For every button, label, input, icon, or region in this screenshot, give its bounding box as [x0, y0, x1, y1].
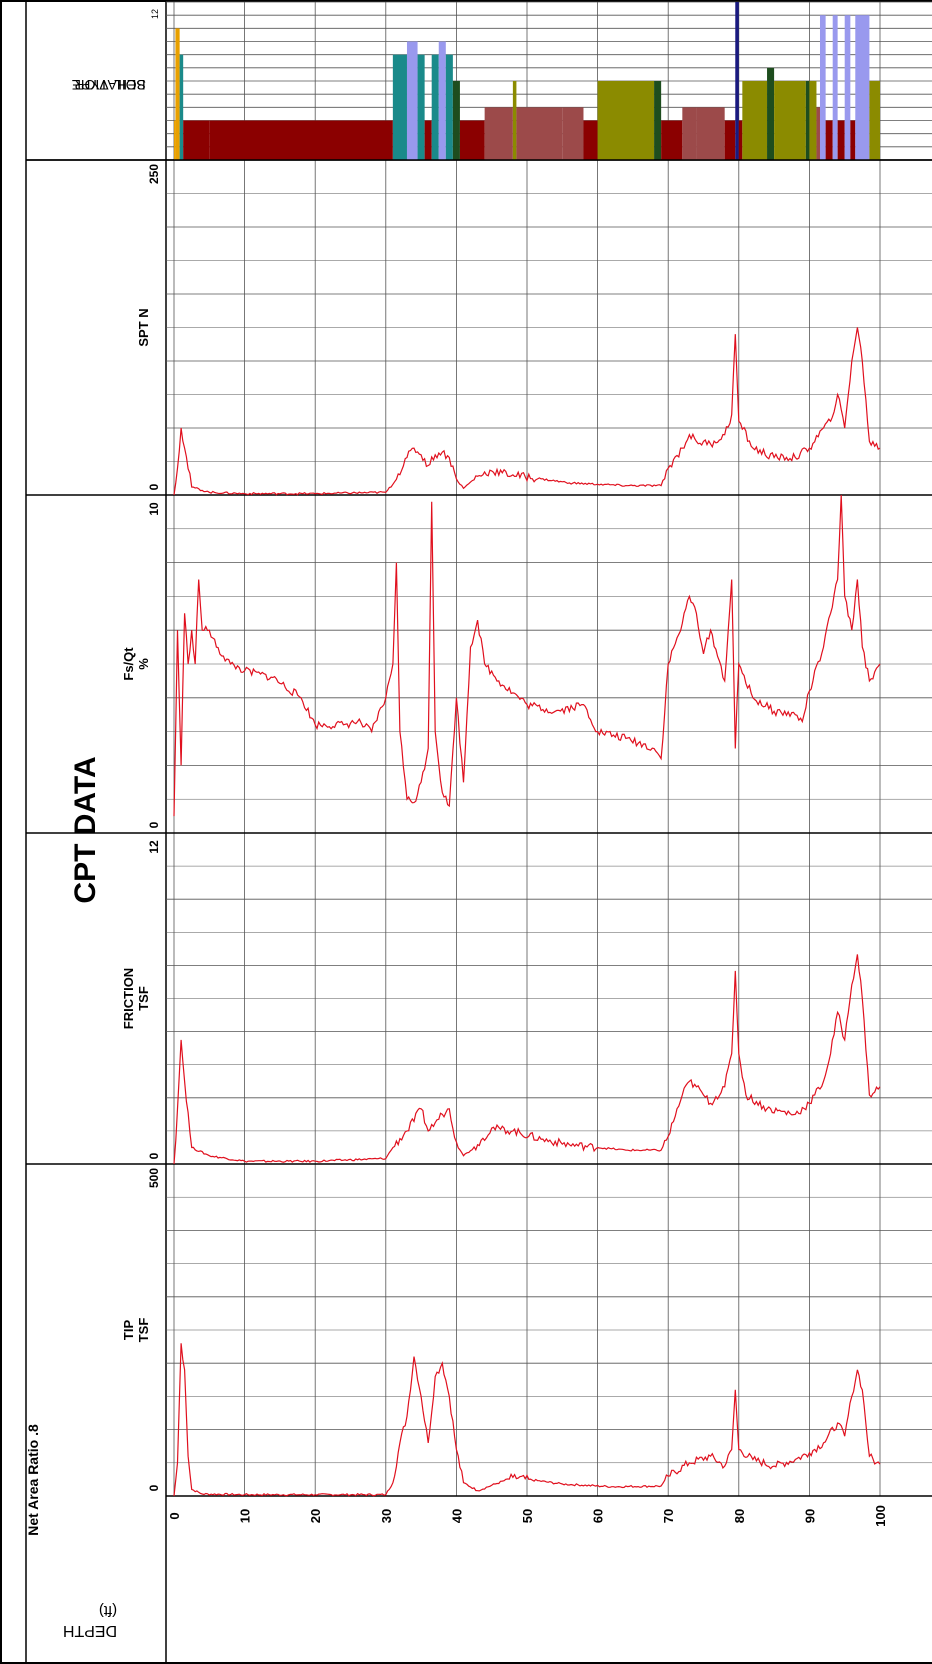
depth-tick-label-20: 20 [308, 1509, 323, 1523]
soil-zone-bar [696, 107, 725, 160]
soil-zone-bar [583, 120, 598, 160]
soil-zone-bar [816, 107, 820, 160]
soil-zone-bar [869, 81, 880, 160]
depth-tick-label-60: 60 [591, 1509, 606, 1523]
depth-tick-label-30: 30 [379, 1509, 394, 1523]
panel-friction: FRICTION TSF 0 12 [26, 832, 932, 1165]
panel-label-line: TIP [121, 1320, 136, 1341]
panel-label-line: SPT N [136, 308, 151, 346]
data-series-fs-qt [173, 494, 881, 817]
soil-zone-bar [562, 107, 584, 160]
data-series-spt-n [173, 327, 881, 496]
soil-zone-bar [209, 120, 393, 160]
soil-zone-bar [516, 107, 563, 160]
soil-zone-bar [819, 15, 826, 160]
soil-zone-bar [597, 81, 655, 160]
soil-zone-bar [424, 120, 432, 160]
soil-zone-bar [767, 67, 775, 160]
depth-tick-label-50: 50 [520, 1509, 535, 1523]
depth-tick-label-0: 0 [167, 1512, 182, 1519]
panel-label-line: % [136, 658, 151, 670]
soil-zone-bar [183, 120, 210, 160]
soil-zone-bar [805, 81, 810, 160]
soil-zone-bar [738, 120, 743, 160]
data-series-tip [173, 1343, 881, 1497]
panel-label-line: Fs/Qt [121, 647, 136, 681]
soil-zone-bar [452, 81, 460, 160]
scale-max-label: 500 [147, 1168, 161, 1188]
scale-min-label: 0 [147, 821, 161, 828]
scale-min-label: 0 [147, 1484, 161, 1491]
panel-label-line: TSF [136, 1318, 151, 1343]
depth-axis-label: DEPTH (ft) [63, 1602, 117, 1639]
soil-zone-bar [654, 81, 662, 160]
soil-zone-bar [837, 120, 845, 160]
panel-spt-n: SPT N 0 250 [26, 159, 932, 496]
soil-panel-label-line: TYPE [72, 77, 109, 93]
data-series-friction [173, 954, 881, 1165]
soil-scale-max-label: 12 [150, 9, 160, 19]
scale-max-label: 10 [147, 502, 161, 516]
soil-zone-bar [855, 15, 870, 160]
panel-label-line: FRICTION [121, 968, 136, 1029]
soil-zone-bar [742, 81, 768, 160]
scale-min-label: 0 [147, 1152, 161, 1159]
soil-panel-label-line: SOIL [114, 77, 146, 93]
net-area-ratio: Net Area Ratio .8 [25, 1424, 41, 1536]
soil-zone-bar [809, 81, 817, 160]
depth-label: DEPTH [63, 1622, 117, 1639]
title-block: CPT DATA Net Area Ratio .8 [25, 756, 102, 1535]
soil-zone-bar [179, 54, 184, 160]
soil-zone-bar [850, 120, 856, 160]
soil-zone-bar [512, 81, 517, 160]
soil-zone-bar [825, 120, 833, 160]
soil-zone-bar [406, 41, 418, 160]
depth-tick-label-80: 80 [732, 1509, 747, 1523]
depth-tick-label-40: 40 [449, 1509, 464, 1523]
panel-tip: TIP TSF 0 500 [26, 1163, 932, 1497]
soil-zone-bar [832, 15, 838, 160]
soil-zone-bar [175, 28, 180, 161]
panel-label-line: TSF [136, 986, 151, 1011]
soil-zone-bar [682, 107, 697, 160]
depth-tick-label-70: 70 [661, 1509, 676, 1523]
panel-fs-qt: Fs/Qt % 0 10 [26, 494, 932, 828]
soil-zone-bar [661, 120, 683, 160]
soil-zone-bar [431, 54, 439, 160]
soil-panel-label-line: BEHAVIOR [74, 77, 145, 93]
soil-zone-bar [459, 120, 485, 160]
depth-unit: (ft) [99, 1602, 117, 1619]
scale-min-label: 0 [147, 483, 161, 490]
soil-zone-bar [392, 54, 407, 160]
depth-tick-label-90: 90 [802, 1509, 817, 1523]
page-title: CPT DATA [69, 756, 102, 903]
depth-tick-label-10: 10 [238, 1509, 253, 1523]
soil-zone-bar [174, 120, 176, 160]
soil-zone-bar [774, 81, 806, 160]
scale-max-label: 250 [147, 164, 161, 184]
soil-zone-bar [484, 107, 513, 160]
soil-zone-bar [844, 15, 851, 160]
depth-tick-label-100: 100 [873, 1505, 888, 1527]
soil-zone-bar [438, 41, 446, 160]
scale-max-label: 12 [147, 840, 161, 854]
soil-zone-bar [735, 2, 739, 160]
soil-zone-bar [445, 54, 453, 160]
soil-zone-bar [417, 54, 425, 160]
soil-zone-bar [724, 120, 736, 160]
